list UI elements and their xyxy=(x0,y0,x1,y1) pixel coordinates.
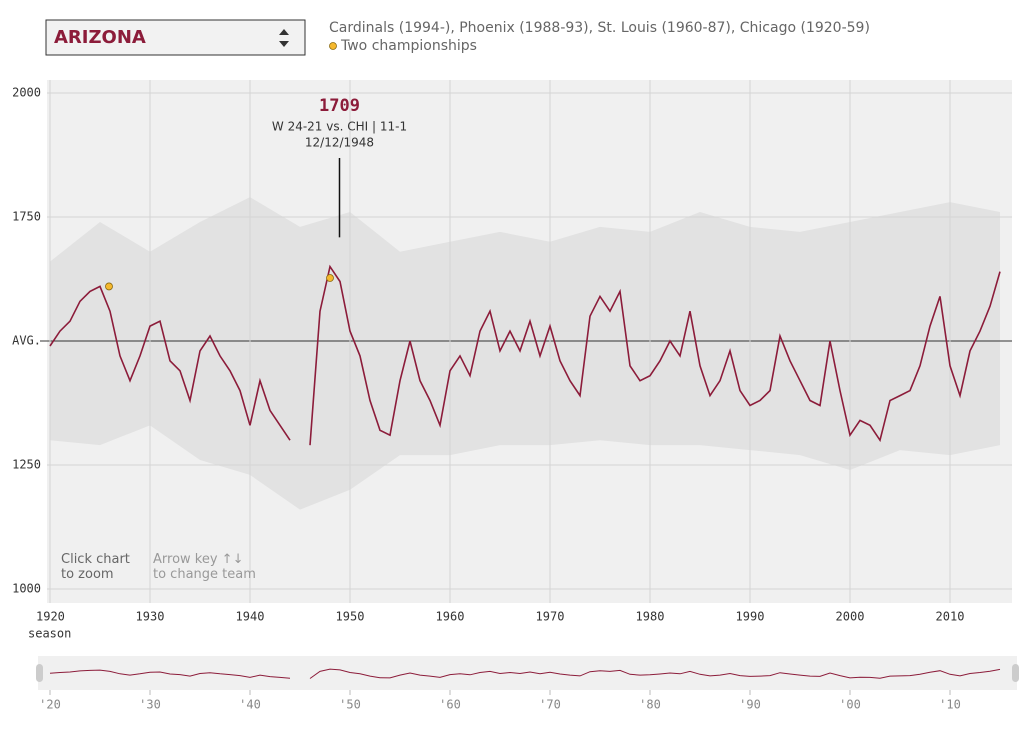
championship-dot xyxy=(105,282,113,291)
x-tick-label: 1940 xyxy=(236,610,265,624)
team-line xyxy=(49,264,1001,446)
x-tick-label: 1970 xyxy=(536,610,565,624)
mini-team-line xyxy=(49,668,1001,679)
mini-tick-label: '50 xyxy=(339,698,361,712)
x-tick-label: 1950 xyxy=(336,610,365,624)
y-tick-label: 2000 xyxy=(12,86,41,100)
x-tick-label: 1930 xyxy=(136,610,165,624)
y-tick-label: 1750 xyxy=(12,210,41,224)
mini-tick-label: '90 xyxy=(739,698,761,712)
team-name: ARIZONA xyxy=(54,27,146,48)
hint-line: to zoom xyxy=(61,567,114,582)
annotation-game: W 24-21 vs. CHI | 11-1 xyxy=(272,120,407,134)
y-tick-label: 1000 xyxy=(12,582,41,596)
x-tick-label: 1990 xyxy=(736,610,765,624)
dropdown-arrows xyxy=(279,29,289,47)
x-tick-label: 2010 xyxy=(936,610,965,624)
hint-zoom: Click chart to zoom xyxy=(61,552,130,582)
mini-tick-label: '20 xyxy=(39,698,61,712)
championship-dot xyxy=(326,274,334,282)
subtitle: Cardinals (1994-), Phoenix (1988-93), St… xyxy=(329,20,870,36)
y-tick-label: AVG. xyxy=(12,334,41,348)
annotation-date: 12/12/1948 xyxy=(305,136,374,150)
x-axis-label: season xyxy=(28,627,71,641)
x-tick-label: 1980 xyxy=(636,610,665,624)
legend-label: Two championships xyxy=(340,38,477,54)
hint-arrows: Arrow key ↑↓ to change team xyxy=(153,552,256,582)
hint-line: Arrow key ↑↓ xyxy=(153,552,243,567)
mini-tick-label: '40 xyxy=(239,698,261,712)
x-tick-label: 1920 xyxy=(36,610,65,624)
x-tick-label: 1960 xyxy=(436,610,465,624)
hint-line: Click chart xyxy=(61,552,130,567)
mini-tick-label: '00 xyxy=(839,698,861,712)
team-dropdown[interactable] xyxy=(45,19,306,56)
annotation-value: 1709 xyxy=(319,96,360,116)
mini-tick-label: '30 xyxy=(139,698,161,712)
legend-dot xyxy=(329,42,337,50)
mini-background[interactable] xyxy=(38,656,1017,690)
mini-tick-label: '60 xyxy=(439,698,461,712)
brush-handle-right[interactable] xyxy=(1012,664,1019,682)
hint-line: to change team xyxy=(153,567,256,582)
mini-tick-label: '70 xyxy=(539,698,561,712)
x-tick-label: 2000 xyxy=(836,610,865,624)
y-tick-label: 1250 xyxy=(12,458,41,472)
brush-handle-left[interactable] xyxy=(36,664,43,682)
mini-tick-label: '10 xyxy=(939,698,961,712)
mini-tick-label: '80 xyxy=(639,698,661,712)
league-range xyxy=(50,197,1000,510)
